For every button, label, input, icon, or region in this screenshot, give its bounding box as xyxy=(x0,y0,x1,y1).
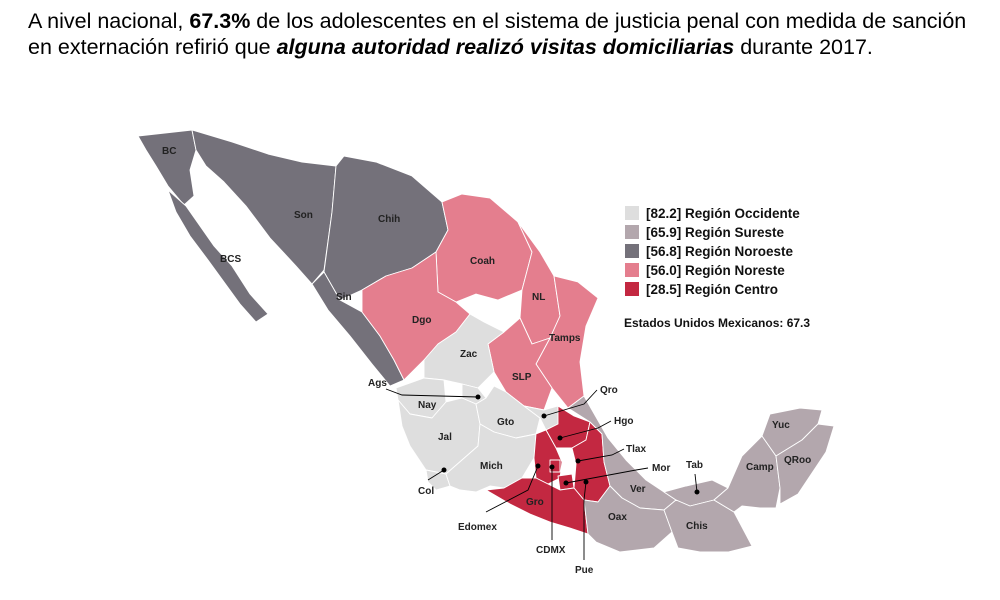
legend-item-centro: [28.5] Región Centro xyxy=(625,282,778,297)
headline-highlight: alguna autoridad realizó visitas domicil… xyxy=(276,35,735,59)
region-occidente xyxy=(395,313,559,493)
label-tamps: Tamps xyxy=(549,333,581,344)
legend-item-sureste: [65.9] Región Sureste xyxy=(625,225,785,240)
region-centro xyxy=(485,405,611,535)
label-bc: BC xyxy=(162,146,176,157)
headline-text-2: de los adolescentes en el sistema de jus… xyxy=(28,9,967,59)
label-slp: SLP xyxy=(512,372,532,383)
legend: [82.2] Región Occidente [65.9] Región Su… xyxy=(624,206,810,330)
headline-text-1: A nivel nacional, xyxy=(28,9,190,33)
state-col xyxy=(425,469,451,491)
state-labels: BC Son Chih BCS Sin Coah NL Dgo Tamps Za… xyxy=(162,146,811,576)
label-son: Son xyxy=(294,210,313,221)
state-chis xyxy=(663,499,753,553)
label-gto: Gto xyxy=(497,417,514,428)
state-bcs xyxy=(167,189,269,323)
label-edomex: Edomex xyxy=(458,522,497,533)
leader-lines xyxy=(385,388,700,560)
state-qroo xyxy=(775,423,835,505)
label-jal: Jal xyxy=(438,432,452,443)
headline-text-3: durante 2017. xyxy=(734,35,873,59)
label-col: Col xyxy=(418,486,434,497)
legend-item-noroeste: [56.8] Región Noroeste xyxy=(625,244,794,259)
label-zac: Zac xyxy=(460,349,478,360)
legend-label-centro: [28.5] Región Centro xyxy=(646,282,778,297)
region-noroeste xyxy=(137,129,449,387)
label-nay: Nay xyxy=(418,400,437,411)
legend-swatch-centro xyxy=(625,282,639,296)
legend-label-occidente: [82.2] Región Occidente xyxy=(646,206,800,221)
label-chih: Chih xyxy=(378,214,400,225)
label-coah: Coah xyxy=(470,256,495,267)
label-sin: Sin xyxy=(336,292,352,303)
label-mich: Mich xyxy=(480,461,503,472)
state-gro xyxy=(485,477,589,535)
label-bcs: BCS xyxy=(220,254,241,265)
legend-swatch-sureste xyxy=(625,225,639,239)
legend-item-noreste: [56.0] Región Noreste xyxy=(625,263,785,278)
headline-national-percent: 67.3% xyxy=(189,9,251,33)
state-slp xyxy=(487,317,553,411)
label-qro: Qro xyxy=(600,385,618,396)
label-ver: Ver xyxy=(630,484,646,495)
state-bc xyxy=(137,129,197,206)
legend-label-noreste: [56.0] Región Noreste xyxy=(646,263,785,278)
legend-item-occidente: [82.2] Región Occidente xyxy=(625,206,800,221)
state-coah xyxy=(435,193,533,303)
label-tlax: Tlax xyxy=(626,444,646,455)
label-nl: NL xyxy=(532,292,545,303)
label-qroo: QRoo xyxy=(784,455,811,466)
legend-swatch-noroeste xyxy=(625,244,639,258)
state-camp xyxy=(713,435,781,513)
legend-swatch-noreste xyxy=(625,263,639,277)
legend-label-sureste: [65.9] Región Sureste xyxy=(646,225,785,240)
legend-swatch-occidente xyxy=(625,206,639,220)
label-ags: Ags xyxy=(368,378,387,389)
region-noreste xyxy=(361,193,599,411)
label-camp: Camp xyxy=(746,462,774,473)
label-chis: Chis xyxy=(686,521,708,532)
label-gro: Gro xyxy=(526,497,544,508)
label-pue: Pue xyxy=(575,565,594,576)
national-value: Estados Unidos Mexicanos: 67.3 xyxy=(624,316,810,330)
legend-label-noroeste: [56.8] Región Noroeste xyxy=(646,244,794,259)
label-hgo: Hgo xyxy=(614,416,633,427)
region-sureste xyxy=(567,395,835,553)
label-yuc: Yuc xyxy=(772,420,790,431)
label-cdmx: CDMX xyxy=(536,545,566,556)
headline: A nivel nacional, 67.3% de los adolescen… xyxy=(28,8,973,60)
label-dgo: Dgo xyxy=(412,315,431,326)
label-tab: Tab xyxy=(686,460,703,471)
label-oax: Oax xyxy=(608,512,627,523)
label-mor: Mor xyxy=(652,463,670,474)
